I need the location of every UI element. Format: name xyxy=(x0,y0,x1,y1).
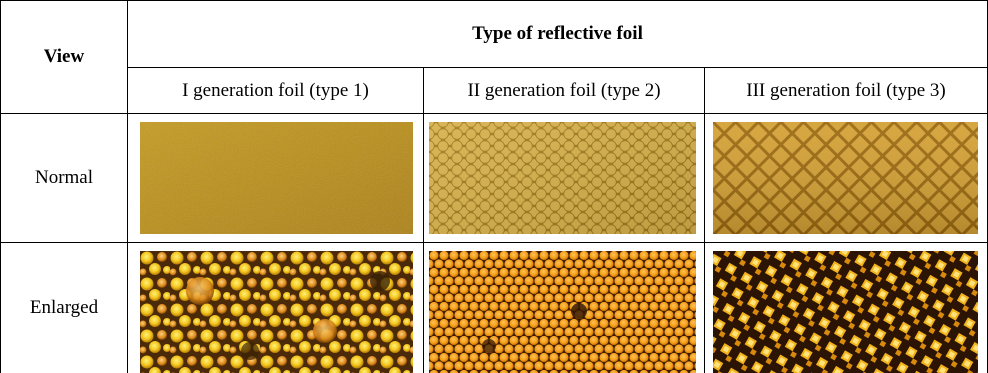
view-column-border xyxy=(127,0,128,373)
group-header-underline xyxy=(127,67,988,68)
foil-type-1-normal-image xyxy=(140,122,413,234)
column-divider-2 xyxy=(704,68,705,373)
table-left-border xyxy=(0,0,1,373)
foil-type-group-header: Type of reflective foil xyxy=(472,23,643,44)
foil-type-3-enlarged-image xyxy=(713,251,978,373)
column-header-type-2: II generation foil (type 2) xyxy=(467,79,661,101)
header-bottom-border xyxy=(0,113,988,114)
foil-type-3-normal-image xyxy=(713,122,978,234)
row-label-enlarged: Enlarged xyxy=(29,297,99,318)
foil-type-1-enlarged-image xyxy=(140,251,413,373)
row-divider xyxy=(0,242,988,243)
foil-type-2-normal-image xyxy=(429,122,696,234)
column-header-type-3: III generation foil (type 3) xyxy=(746,79,946,101)
row-label-normal: Normal xyxy=(34,167,94,188)
table-top-border xyxy=(0,0,988,1)
foil-type-2-enlarged-image xyxy=(429,251,696,373)
column-header-type-1: I generation foil (type 1) xyxy=(182,79,369,101)
column-divider-1 xyxy=(423,68,424,373)
view-header: View xyxy=(43,46,85,67)
